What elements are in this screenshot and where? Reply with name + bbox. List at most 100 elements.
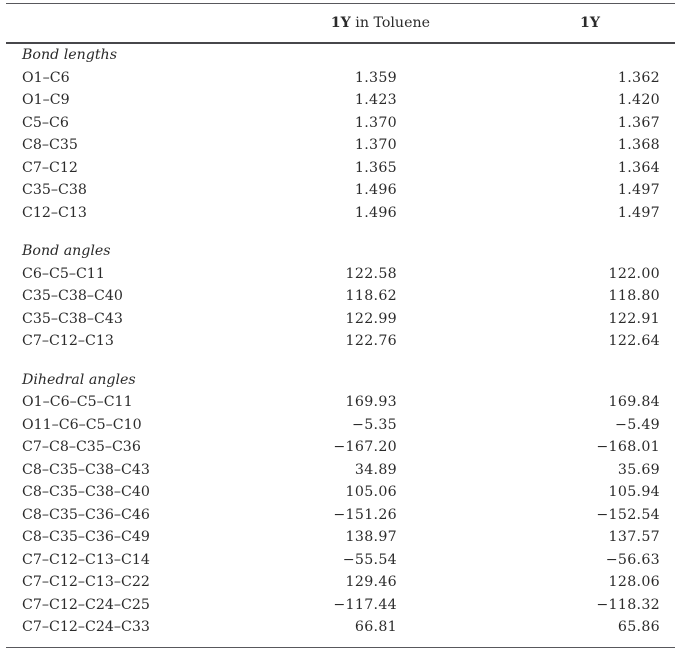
value-1y: −152.54	[596, 506, 660, 523]
parameter-name: C35–C38–C43	[22, 310, 123, 327]
value-1y-in-toluene: 66.81	[354, 619, 397, 635]
value-1y-in-toluene: 1.365	[354, 159, 397, 176]
table-row: C12–C13 1.496 1.497	[6, 202, 675, 225]
value-1y: −56.63	[605, 551, 660, 568]
section-label: Dihedral angles	[22, 371, 136, 388]
value-1y: 137.57	[608, 529, 660, 545]
header-1y-bold: 1Y	[330, 15, 351, 31]
table-row: C7–C12–C13–C14 −55.54 −56.63	[6, 549, 675, 572]
table-row: C8–C35–C36–C46 −151.26 −152.54	[6, 504, 675, 527]
table-row: C7–C12 1.365 1.364	[6, 157, 675, 180]
header-1y: 1Y	[475, 3, 675, 44]
table-row: C7–C8–C35–C36 −167.20 −168.01	[6, 436, 675, 459]
value-1y-in-toluene: 122.58	[345, 265, 397, 282]
value-1y-in-toluene: 169.93	[345, 394, 397, 410]
table-header: 1Y in Toluene 1Y	[6, 3, 675, 44]
spacer-cell	[6, 353, 675, 369]
parameter-name: C12–C13	[22, 204, 87, 221]
parameter-name: C6–C5–C11	[22, 265, 105, 282]
header-parameter-column	[6, 3, 256, 44]
table-row: C8–C35–C38–C40 105.06 105.94	[6, 481, 675, 504]
section-label: Bond angles	[22, 243, 111, 259]
value-1y: 1.367	[617, 114, 660, 131]
parameter-name: C8–C35	[22, 137, 78, 153]
parameter-name: C5–C6	[22, 114, 69, 131]
table-row: C7–C12–C24–C25 −117.44 −118.32	[6, 594, 675, 617]
table-row: C35–C38–C43 122.99 122.91	[6, 308, 675, 331]
table-row: C7–C12–C13–C22 129.46 128.06	[6, 571, 675, 594]
value-1y: −5.49	[615, 416, 660, 433]
value-1y-in-toluene: 1.496	[354, 182, 397, 198]
parameter-name: C7–C12–C24–C33	[22, 619, 150, 635]
value-1y: 1.362	[617, 69, 660, 86]
value-1y: 1.497	[617, 204, 660, 221]
value-1y-in-toluene: 1.423	[354, 92, 397, 108]
parameter-name: C7–C12–C13–C22	[22, 574, 150, 590]
section-label-row: Bond angles	[6, 240, 675, 263]
value-1y-in-toluene: 1.370	[354, 137, 397, 153]
value-1y-in-toluene: 1.496	[354, 204, 397, 221]
value-1y: 105.94	[608, 484, 660, 500]
value-1y-in-toluene: 34.89	[354, 461, 397, 478]
value-1y-in-toluene: 122.76	[345, 333, 397, 349]
table-row: C35–C38–C40 118.62 118.80	[6, 285, 675, 308]
value-1y-in-toluene: 1.370	[354, 114, 397, 131]
parameter-name: C35–C38–C40	[22, 288, 123, 304]
value-1y-in-toluene: 105.06	[345, 484, 397, 500]
value-1y-in-toluene: −55.54	[342, 551, 397, 568]
value-1y: −118.32	[596, 596, 660, 613]
parameter-name: C7–C12–C24–C25	[22, 596, 150, 613]
value-1y: 1.368	[617, 137, 660, 153]
table-row: C6–C5–C11 122.58 122.00	[6, 263, 675, 286]
parameter-name: C7–C12	[22, 159, 78, 176]
parameter-name: C8–C35–C36–C46	[22, 506, 150, 523]
section-spacer-row	[6, 224, 675, 240]
value-1y-in-toluene: −167.20	[333, 439, 397, 455]
section-label-row: Dihedral angles	[6, 369, 675, 392]
section-spacer-row	[6, 353, 675, 369]
value-1y: −168.01	[596, 439, 660, 455]
value-1y-in-toluene: −5.35	[352, 416, 397, 433]
header-row: 1Y in Toluene 1Y	[6, 3, 675, 44]
table-row: C8–C35–C38–C43 34.89 35.69	[6, 459, 675, 482]
section-label-row: Bond lengths	[6, 43, 675, 67]
geometry-parameters-table: 1Y in Toluene 1Y Bond lengths O1–C6 1.359 1…	[6, 3, 675, 648]
parameter-name: O1–C6	[22, 69, 70, 86]
header-in-toluene-text: in Toluene	[350, 15, 430, 31]
parameter-name: C7–C12–C13–C14	[22, 551, 150, 568]
value-1y: 1.497	[617, 182, 660, 198]
parameter-name: O1–C9	[22, 92, 70, 108]
table-row: O11–C6–C5–C10 −5.35 −5.49	[6, 414, 675, 437]
parameter-name: O11–C6–C5–C10	[22, 416, 142, 433]
bottom-padding-row	[6, 639, 675, 648]
value-1y-in-toluene: 138.97	[345, 529, 397, 545]
parameter-name: C8–C35–C36–C49	[22, 529, 150, 545]
value-1y: 1.364	[617, 159, 660, 176]
value-1y: 128.06	[608, 574, 660, 590]
header-1y-in-toluene: 1Y in Toluene	[256, 3, 475, 44]
parameter-name: C35–C38	[22, 182, 87, 198]
table-row: O1–C9 1.423 1.420	[6, 89, 675, 112]
table-body: Bond lengths O1–C6 1.359 1.362 O1–C9 1.423 1.4…	[6, 43, 675, 647]
parameter-name: C7–C8–C35–C36	[22, 439, 141, 455]
value-1y: 1.420	[617, 92, 660, 108]
bottom-padding-cell	[6, 639, 675, 648]
table-row: O1–C6 1.359 1.362	[6, 67, 675, 90]
value-1y: 122.00	[608, 265, 660, 282]
value-1y: 122.64	[608, 333, 660, 349]
parameter-name: O1–C6–C5–C11	[22, 394, 133, 410]
spacer-cell	[6, 224, 675, 240]
parameter-name: C8–C35–C38–C40	[22, 484, 150, 500]
value-1y-in-toluene: −151.26	[333, 506, 397, 523]
table-row: C35–C38 1.496 1.497	[6, 179, 675, 202]
table-row: O1–C6–C5–C11 169.93 169.84	[6, 391, 675, 414]
parameter-name: C8–C35–C38–C43	[22, 461, 150, 478]
value-1y: 169.84	[608, 394, 660, 410]
value-1y: 65.86	[617, 619, 660, 635]
value-1y-in-toluene: 122.99	[345, 310, 397, 327]
value-1y-in-toluene: −117.44	[333, 596, 397, 613]
section-label: Bond lengths	[22, 47, 117, 63]
value-1y-in-toluene: 1.359	[354, 69, 397, 86]
parameter-name: C7–C12–C13	[22, 333, 114, 349]
